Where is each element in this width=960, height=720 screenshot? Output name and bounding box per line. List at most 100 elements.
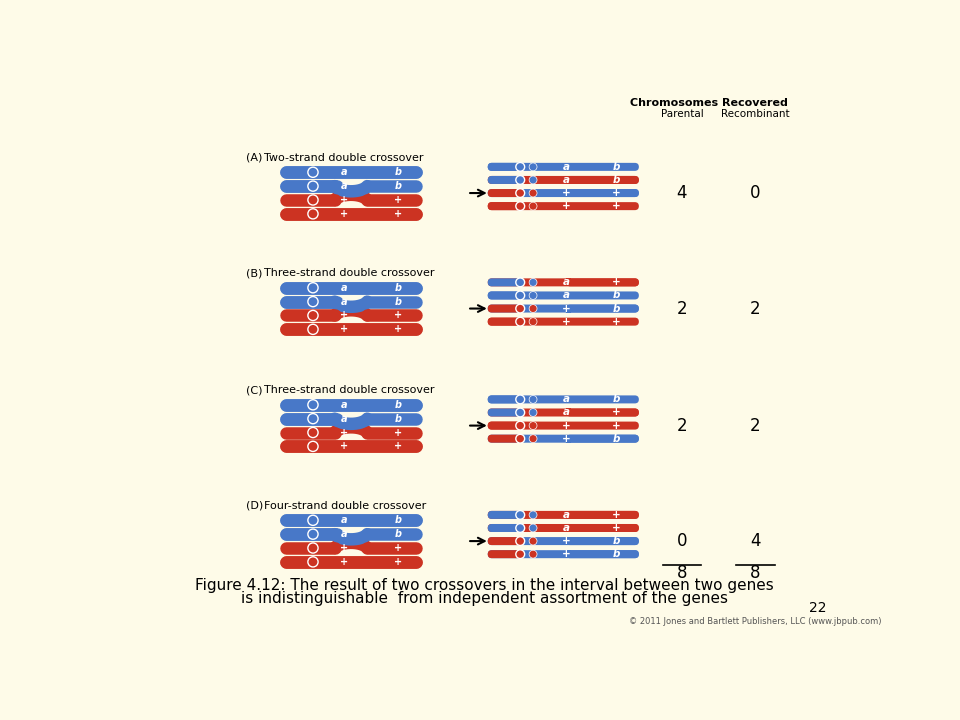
FancyBboxPatch shape (488, 292, 638, 300)
FancyBboxPatch shape (488, 511, 523, 519)
Circle shape (516, 278, 525, 287)
Circle shape (529, 202, 537, 210)
Circle shape (529, 318, 537, 325)
Bar (518, 511, 523, 519)
FancyBboxPatch shape (488, 202, 638, 210)
Bar (566, 305, 571, 312)
Circle shape (529, 422, 537, 430)
Circle shape (529, 550, 537, 558)
Circle shape (516, 434, 525, 443)
Circle shape (308, 324, 318, 334)
Circle shape (516, 176, 525, 184)
Circle shape (516, 550, 525, 559)
Text: © 2011 Jones and Bartlett Publishers, LLC (www.jbpub.com): © 2011 Jones and Bartlett Publishers, LL… (629, 617, 881, 626)
Text: +: + (395, 324, 402, 334)
Text: +: + (612, 510, 620, 520)
Text: 2: 2 (750, 417, 761, 435)
Bar (518, 422, 523, 430)
Text: b: b (612, 536, 620, 546)
Circle shape (516, 408, 525, 417)
Text: a: a (563, 175, 570, 185)
Text: +: + (395, 441, 402, 451)
Text: +: + (562, 317, 570, 327)
FancyBboxPatch shape (488, 395, 523, 403)
Text: Recombinant: Recombinant (721, 109, 790, 119)
Text: a: a (563, 162, 570, 172)
FancyBboxPatch shape (488, 279, 523, 287)
Circle shape (308, 283, 318, 293)
Text: Parental: Parental (660, 109, 704, 119)
FancyBboxPatch shape (566, 176, 638, 184)
Circle shape (308, 167, 318, 177)
Text: Three-strand double crossover: Three-strand double crossover (264, 269, 435, 278)
Circle shape (308, 310, 318, 320)
Bar (518, 550, 523, 558)
Text: Three-strand double crossover: Three-strand double crossover (264, 385, 435, 395)
Circle shape (529, 305, 537, 312)
Circle shape (529, 408, 537, 416)
Circle shape (308, 413, 318, 424)
FancyBboxPatch shape (488, 511, 638, 519)
Text: b: b (612, 304, 620, 313)
Circle shape (308, 441, 318, 451)
Text: +: + (340, 209, 348, 219)
Bar (566, 279, 571, 287)
Text: a: a (563, 408, 570, 418)
Text: 2: 2 (677, 300, 687, 318)
FancyBboxPatch shape (488, 524, 638, 532)
Circle shape (516, 510, 525, 519)
Text: b: b (612, 162, 620, 172)
Text: +: + (612, 317, 620, 327)
Circle shape (516, 189, 525, 197)
FancyBboxPatch shape (488, 318, 638, 325)
Text: +: + (562, 433, 570, 444)
Text: a: a (563, 395, 570, 405)
FancyBboxPatch shape (566, 435, 638, 443)
Circle shape (516, 523, 525, 532)
FancyBboxPatch shape (488, 176, 638, 184)
Text: +: + (340, 543, 348, 553)
FancyBboxPatch shape (488, 537, 523, 545)
Text: +: + (612, 277, 620, 287)
Text: +: + (340, 557, 348, 567)
FancyBboxPatch shape (566, 537, 638, 545)
Circle shape (516, 304, 525, 313)
Bar (518, 163, 523, 171)
Text: Two-strand double crossover: Two-strand double crossover (264, 153, 423, 163)
Circle shape (516, 536, 525, 546)
Circle shape (516, 202, 525, 210)
Text: is indistinguishable  from independent assortment of the genes: is indistinguishable from independent as… (241, 591, 728, 606)
Text: (B): (B) (246, 269, 262, 278)
Text: +: + (562, 304, 570, 313)
Circle shape (529, 395, 537, 403)
FancyBboxPatch shape (488, 318, 523, 325)
Circle shape (308, 428, 318, 438)
Circle shape (516, 318, 525, 326)
Text: b: b (395, 181, 402, 191)
Bar (518, 176, 523, 184)
Circle shape (529, 524, 537, 532)
Text: +: + (562, 536, 570, 546)
FancyBboxPatch shape (488, 189, 638, 197)
Text: b: b (612, 290, 620, 300)
Text: (A): (A) (246, 153, 262, 163)
Bar (566, 537, 571, 545)
Bar (566, 550, 571, 558)
Text: a: a (341, 414, 348, 423)
FancyBboxPatch shape (488, 408, 638, 416)
Bar (518, 408, 523, 416)
Circle shape (529, 163, 537, 171)
Text: a: a (341, 283, 348, 293)
FancyBboxPatch shape (488, 422, 523, 430)
FancyBboxPatch shape (488, 537, 638, 545)
Bar (566, 511, 571, 519)
Text: +: + (562, 201, 570, 211)
FancyBboxPatch shape (488, 163, 523, 171)
FancyBboxPatch shape (488, 395, 638, 403)
Circle shape (529, 189, 537, 197)
Bar (566, 408, 571, 416)
FancyBboxPatch shape (488, 163, 638, 171)
Text: Figure 4.12: The result of two crossovers in the interval between two genes: Figure 4.12: The result of two crossover… (195, 578, 774, 593)
FancyBboxPatch shape (488, 550, 638, 558)
Text: +: + (395, 209, 402, 219)
